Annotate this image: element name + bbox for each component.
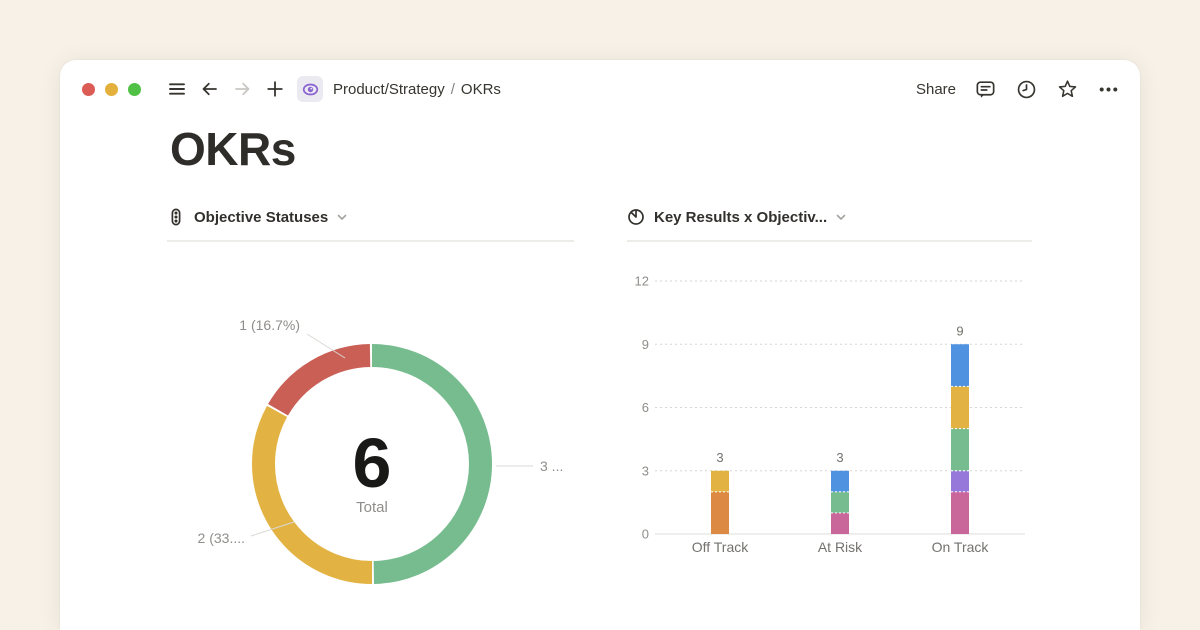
svg-text:3: 3 — [642, 463, 649, 478]
star-icon — [1058, 79, 1077, 97]
eye-icon — [302, 83, 318, 95]
svg-text:At Risk: At Risk — [818, 539, 863, 555]
back-arrow-icon — [202, 82, 217, 96]
traffic-light-yellow[interactable] — [105, 82, 118, 96]
page-icon-badge[interactable] — [297, 76, 323, 102]
updates-button[interactable] — [1015, 78, 1038, 101]
chevron-down-icon — [337, 214, 347, 220]
forward-arrow-icon — [235, 82, 250, 96]
svg-text:On Track: On Track — [932, 539, 990, 555]
svg-text:2 (33....: 2 (33.... — [198, 530, 245, 546]
favorite-button[interactable] — [1056, 78, 1079, 101]
clock-icon — [1017, 80, 1036, 98]
breadcrumb-current[interactable]: OKRs — [460, 80, 501, 98]
stacked-bar-chart[interactable]: 0 3 6 9 12 3 Off Track 3 At Risk 9 On Track — [627, 242, 1032, 564]
chart-title: Objective Statuses — [194, 208, 329, 226]
pie-chart-icon — [628, 209, 644, 225]
svg-text:6: 6 — [353, 424, 392, 502]
ellipsis-icon — [1099, 87, 1118, 91]
svg-text:3: 3 — [836, 450, 843, 465]
svg-text:Off Track: Off Track — [692, 539, 750, 555]
comment-bubble-icon — [976, 80, 995, 98]
breadcrumb-separator: / — [450, 80, 455, 98]
svg-text:9: 9 — [642, 337, 649, 352]
svg-text:9: 9 — [956, 323, 963, 338]
comments-button[interactable] — [974, 78, 997, 101]
objective-statuses-panel: Objective Statuses 3 ... 2 (33.... 1 (16.7… — [167, 205, 574, 600]
window-topbar: Product/Strategy / OKRs Share — [82, 73, 1120, 105]
traffic-light-red[interactable] — [82, 82, 95, 96]
topbar-actions: Share — [916, 78, 1120, 101]
svg-text:12: 12 — [635, 274, 649, 289]
hamburger-menu-icon — [169, 83, 185, 95]
svg-text:Total: Total — [356, 499, 388, 516]
svg-text:0: 0 — [642, 527, 649, 542]
sidebar-toggle-button[interactable] — [167, 79, 187, 99]
chevron-down-icon — [836, 214, 846, 220]
new-tab-button[interactable] — [265, 79, 285, 99]
forward-button[interactable] — [232, 79, 253, 99]
traffic-light-green[interactable] — [128, 82, 141, 96]
chart-title: Key Results x Objectiv... — [654, 208, 828, 226]
breadcrumb-parent[interactable]: Product/Strategy — [333, 80, 445, 98]
page-title: OKRs — [170, 123, 296, 175]
svg-text:6: 6 — [642, 400, 649, 415]
plus-icon — [267, 81, 283, 97]
share-button[interactable]: Share — [915, 80, 956, 98]
breadcrumb: Product/Strategy / OKRs — [333, 81, 501, 98]
svg-text:3 ...: 3 ... — [540, 458, 563, 474]
traffic-light-icon — [171, 208, 181, 226]
svg-text:1 (16.7%): 1 (16.7%) — [239, 317, 300, 333]
notion-window: Product/Strategy / OKRs Share — [60, 60, 1140, 630]
chart-header-objective-statuses[interactable]: Objective Statuses — [167, 205, 574, 242]
more-options-button[interactable] — [1097, 78, 1120, 101]
svg-text:3: 3 — [716, 450, 723, 465]
back-button[interactable] — [199, 79, 220, 99]
key-results-panel: Key Results x Objectiv... 0 3 6 9 12 3 Off Tra… — [627, 205, 1032, 564]
chart-header-key-results[interactable]: Key Results x Objectiv... — [627, 205, 1032, 242]
